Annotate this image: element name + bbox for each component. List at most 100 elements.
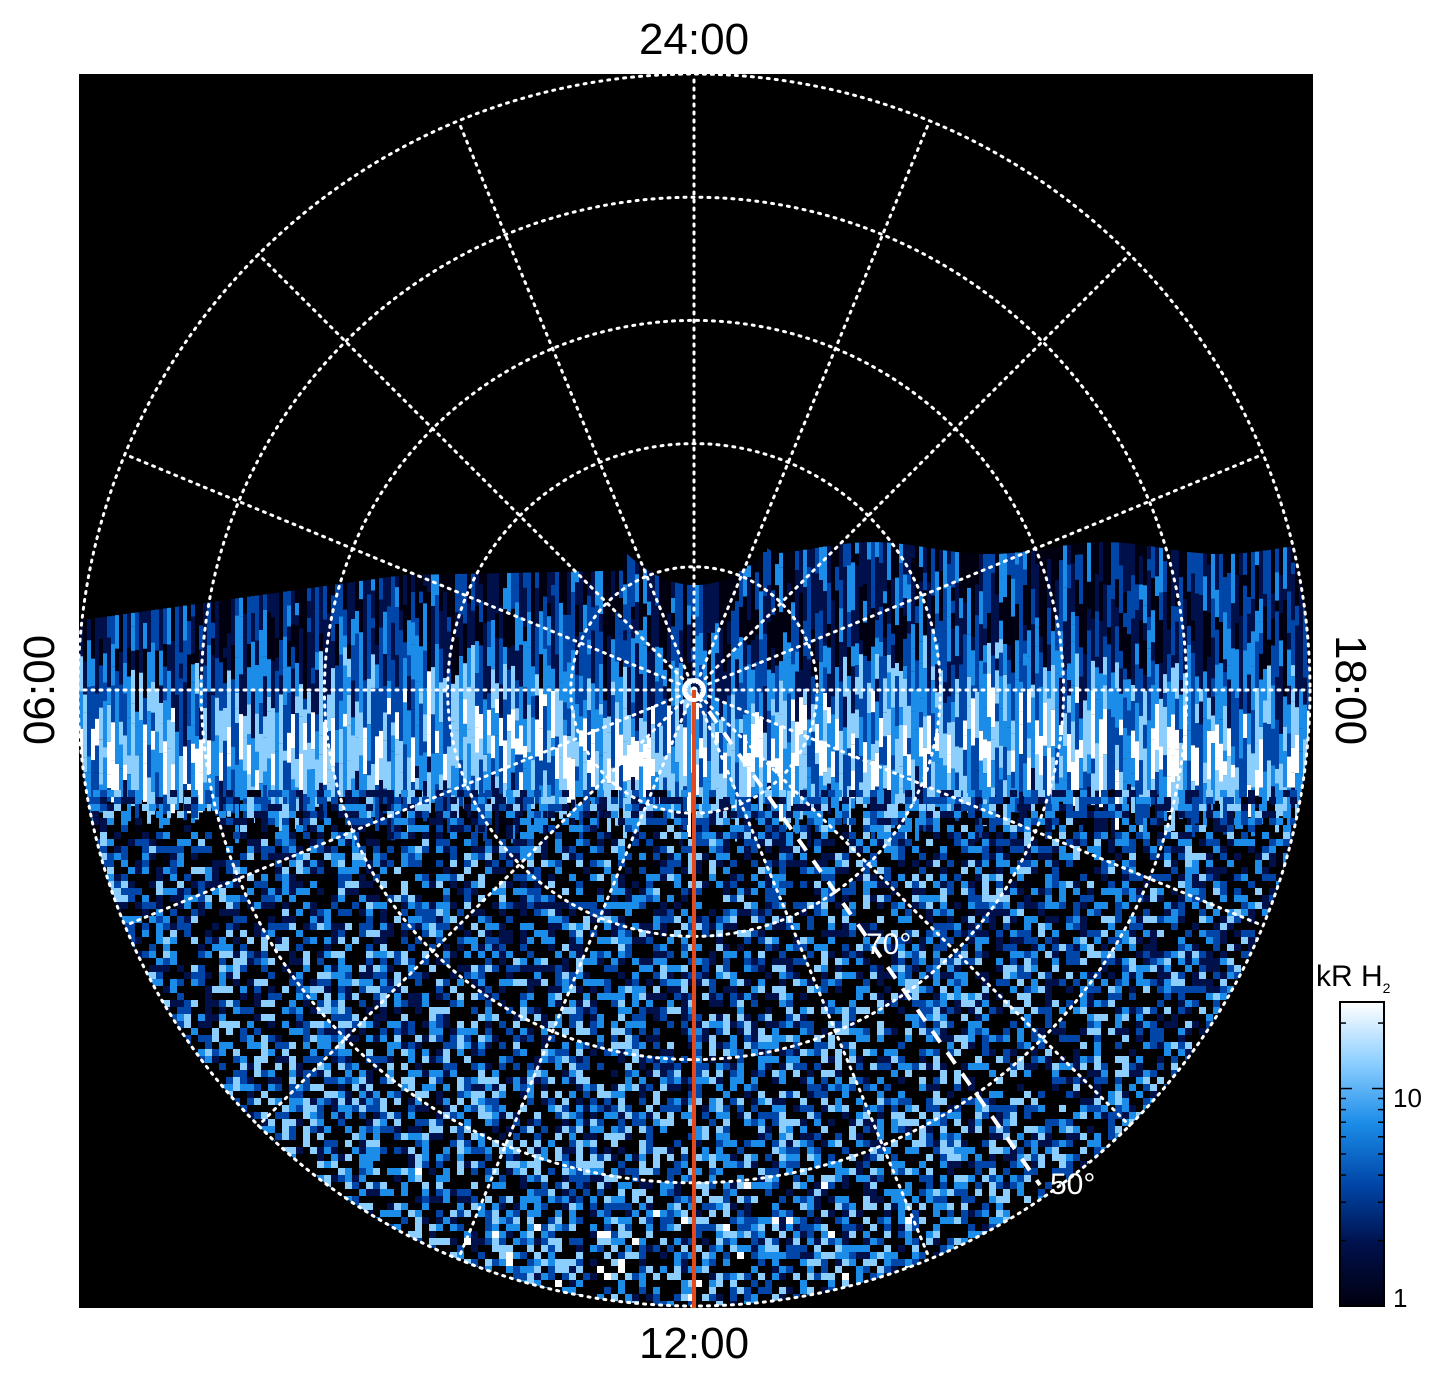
emission-cell [919, 804, 926, 811]
emission-cell [1283, 696, 1287, 727]
emission-cell [723, 625, 727, 672]
emission-cell [303, 937, 310, 944]
emission-cell [1283, 726, 1287, 751]
emission-cell [898, 916, 905, 923]
emission-cell [156, 797, 163, 804]
emission-cell [191, 743, 195, 763]
emission-cell [875, 542, 879, 558]
emission-cell [982, 846, 989, 853]
emission-cell [653, 874, 660, 881]
emission-cell [583, 604, 587, 633]
emission-cell [787, 583, 791, 594]
emission-cell [730, 923, 737, 930]
emission-cell [255, 665, 259, 714]
emission-cell [1206, 916, 1213, 923]
emission-cell [737, 944, 744, 951]
emission-cell [499, 606, 503, 639]
emission-cell [527, 811, 534, 818]
emission-cell [719, 580, 723, 629]
emission-cell [627, 715, 631, 745]
emission-cell [590, 916, 597, 923]
emission-cell [1063, 746, 1067, 781]
emission-cell [735, 719, 739, 763]
emission-cell [1067, 614, 1071, 664]
emission-cell [1151, 793, 1155, 805]
emission-cell [1164, 909, 1171, 916]
emission-cell [691, 648, 695, 662]
emission-cell [422, 804, 429, 811]
emission-cell [415, 937, 422, 944]
emission-cell [380, 951, 387, 958]
emission-cell [1276, 853, 1283, 860]
emission-cell [751, 811, 758, 818]
emission-cell [1011, 771, 1015, 788]
emission-cell [151, 621, 155, 643]
emission-cell [219, 888, 226, 895]
emission-cell [674, 797, 681, 804]
emission-cell [436, 846, 443, 853]
emission-cell [799, 669, 803, 698]
emission-cell [212, 867, 219, 874]
emission-cell [743, 596, 747, 642]
emission-cell [429, 902, 436, 909]
emission-cell [940, 881, 947, 888]
emission-cell [1199, 895, 1206, 902]
emission-cell [1192, 888, 1199, 895]
emission-cell [688, 867, 695, 874]
emission-cell [247, 874, 254, 881]
emission-cell [905, 839, 912, 846]
emission-cell [618, 860, 625, 867]
emission-cell [1206, 839, 1213, 846]
emission-cell [520, 874, 527, 881]
emission-cell [989, 804, 996, 811]
emission-cell [847, 647, 851, 676]
emission-cell [687, 705, 691, 754]
emission-cell [289, 881, 296, 888]
emission-cell [327, 694, 331, 731]
emission-cell [653, 846, 660, 853]
emission-cell [739, 758, 743, 801]
emission-cell [1215, 589, 1219, 618]
emission-cell [1108, 804, 1115, 811]
emission-cell [1243, 574, 1247, 586]
emission-cell [877, 839, 884, 846]
emission-cell [815, 547, 819, 574]
emission-cell [307, 691, 311, 714]
emission-cell [115, 615, 119, 649]
emission-cell [719, 628, 723, 678]
emission-cell [603, 795, 607, 810]
emission-cell [587, 595, 591, 640]
emission-cell [711, 674, 715, 723]
emission-cell [1241, 874, 1248, 881]
emission-cell [311, 749, 315, 770]
emission-cell [803, 587, 807, 621]
emission-cell [1043, 702, 1047, 746]
emission-cell [1199, 764, 1203, 811]
emission-cell [142, 923, 149, 930]
emission-cell [1241, 895, 1248, 902]
emission-cell [187, 725, 191, 741]
emission-cell [511, 608, 515, 646]
emission-cell [1067, 575, 1071, 589]
emission-cell [338, 923, 345, 930]
emission-cell [457, 937, 464, 944]
emission-cell [1178, 916, 1185, 923]
emission-cell [171, 684, 175, 708]
emission-cell [651, 739, 655, 759]
emission-cell [1206, 937, 1213, 944]
emission-cell [1295, 799, 1299, 828]
emission-cell [989, 825, 996, 832]
emission-cell [647, 569, 651, 602]
emission-cell [1239, 709, 1243, 759]
emission-cell [996, 832, 1003, 839]
emission-cell [987, 613, 991, 643]
emission-cell [982, 895, 989, 902]
emission-cell [254, 839, 261, 846]
emission-cell [1235, 698, 1239, 737]
emission-cell [187, 691, 191, 713]
emission-cell [1108, 916, 1115, 923]
emission-cell [459, 697, 463, 741]
emission-cell [599, 571, 603, 614]
emission-cell [1139, 668, 1143, 716]
emission-cell [1115, 542, 1119, 580]
